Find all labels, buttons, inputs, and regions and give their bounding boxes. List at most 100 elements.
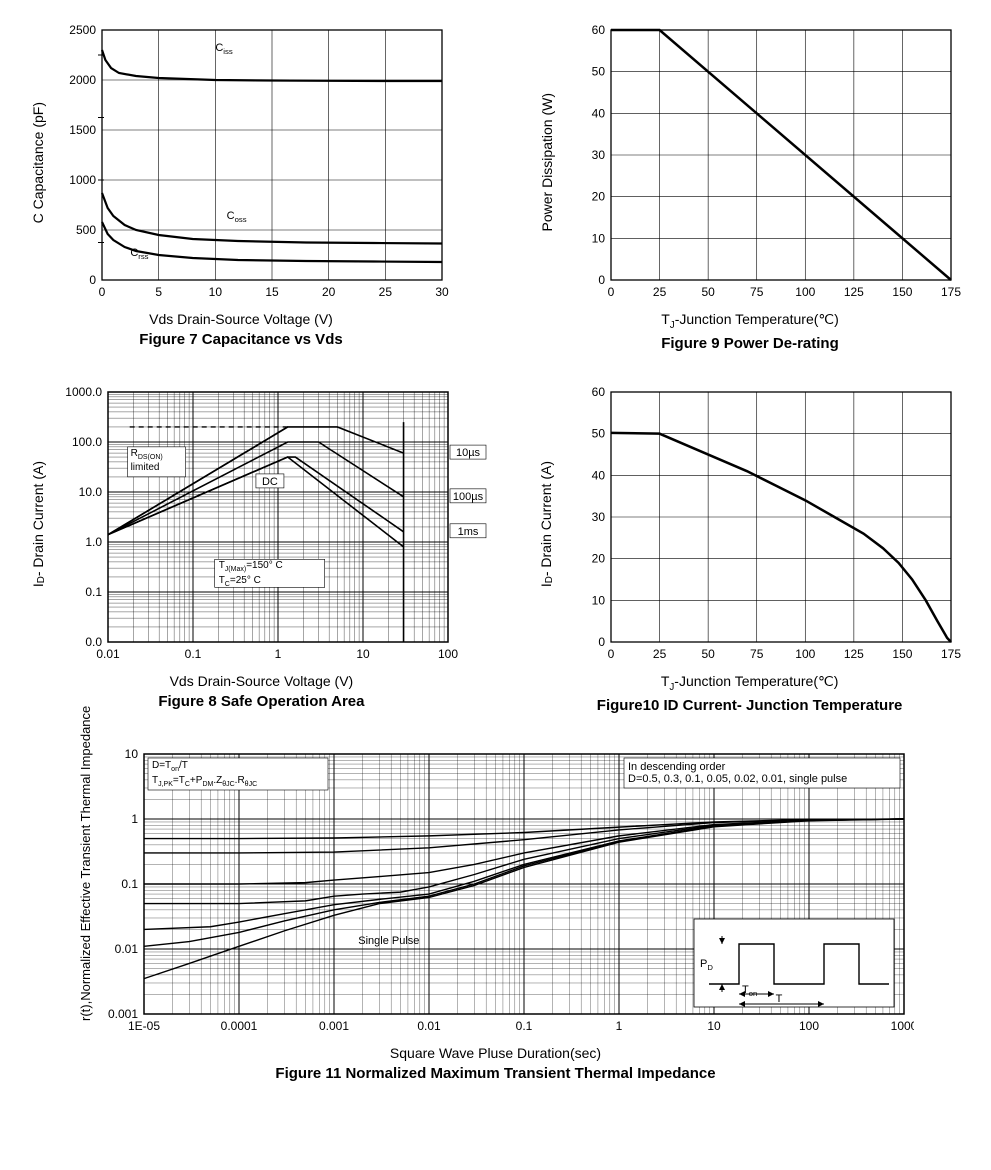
svg-text:10: 10 bbox=[209, 285, 223, 299]
svg-text:20: 20 bbox=[592, 190, 606, 204]
fig7-xlabel: Vds Drain-Source Voltage (V) bbox=[149, 311, 333, 327]
svg-text:0.01: 0.01 bbox=[114, 942, 138, 956]
fig9-xlabel: TJ-Junction Temperature(℃) bbox=[661, 311, 839, 331]
svg-text:500: 500 bbox=[76, 223, 96, 237]
fig8-panel: ID- Drain Current (A) 0.010.11101000.00.… bbox=[30, 382, 493, 714]
svg-text:100µs: 100µs bbox=[453, 491, 484, 503]
svg-text:150: 150 bbox=[892, 647, 912, 661]
svg-text:75: 75 bbox=[750, 647, 764, 661]
svg-text:175: 175 bbox=[941, 285, 961, 299]
svg-text:2000: 2000 bbox=[69, 73, 96, 87]
fig8-chart: 0.010.11101000.00.11.010.0100.01000.010µ… bbox=[53, 382, 493, 667]
fig8-ylabel: ID- Drain Current (A) bbox=[30, 461, 47, 587]
svg-text:0.001: 0.001 bbox=[318, 1019, 348, 1033]
fig10-chart: 02550751001251501750102030405060 bbox=[561, 382, 961, 667]
svg-text:2500: 2500 bbox=[69, 23, 96, 37]
fig7-caption: Figure 7 Capacitance vs Vds bbox=[139, 331, 342, 348]
svg-text:30: 30 bbox=[592, 148, 606, 162]
svg-text:1000: 1000 bbox=[69, 173, 96, 187]
svg-text:30: 30 bbox=[435, 285, 449, 299]
svg-text:0: 0 bbox=[608, 285, 615, 299]
fig7-chart: 05101520253005001000150020002500CissCoss… bbox=[52, 20, 452, 305]
svg-text:10: 10 bbox=[356, 647, 370, 661]
fig8-xlabel: Vds Drain-Source Voltage (V) bbox=[170, 673, 354, 689]
svg-text:0.1: 0.1 bbox=[515, 1019, 532, 1033]
svg-text:50: 50 bbox=[701, 285, 715, 299]
svg-text:15: 15 bbox=[265, 285, 279, 299]
svg-text:1ms: 1ms bbox=[457, 526, 478, 538]
svg-text:10: 10 bbox=[592, 231, 606, 245]
svg-text:1: 1 bbox=[274, 647, 281, 661]
svg-text:1500: 1500 bbox=[69, 123, 96, 137]
fig10-panel: ID- Drain Current (A) 025507510012515017… bbox=[538, 382, 961, 714]
svg-text:1: 1 bbox=[615, 1019, 622, 1033]
svg-text:0.1: 0.1 bbox=[121, 877, 138, 891]
svg-text:100: 100 bbox=[795, 285, 815, 299]
fig9-panel: Power Dissipation (W) 025507510012515017… bbox=[539, 20, 961, 352]
datasheet-page: C Capacitance (pF) 051015202530050010001… bbox=[0, 0, 991, 1112]
svg-text:Single Pulse: Single Pulse bbox=[358, 934, 419, 946]
svg-text:60: 60 bbox=[592, 385, 606, 399]
svg-text:0: 0 bbox=[99, 285, 106, 299]
fig9-caption: Figure 9 Power De-rating bbox=[661, 335, 839, 352]
svg-text:125: 125 bbox=[844, 285, 864, 299]
fig10-caption: Figure10 ID Current- Junction Temperatur… bbox=[597, 697, 903, 714]
svg-text:150: 150 bbox=[892, 285, 912, 299]
svg-text:30: 30 bbox=[592, 510, 606, 524]
svg-text:50: 50 bbox=[701, 647, 715, 661]
svg-text:1.0: 1.0 bbox=[85, 535, 102, 549]
svg-text:1000.0: 1000.0 bbox=[65, 385, 102, 399]
svg-text:D=0.5, 0.3, 0.1, 0.05, 0.02, 0: D=0.5, 0.3, 0.1, 0.05, 0.02, 0.01, singl… bbox=[628, 773, 847, 785]
row-3: r(t),Normalized Effective Transient Ther… bbox=[30, 744, 961, 1082]
fig9-chart: 0 25 50 75 100 125 150 175 0 10 20 30 40 50 60 bbox=[561, 20, 961, 305]
svg-text:5: 5 bbox=[155, 285, 162, 299]
svg-text:0.1: 0.1 bbox=[85, 585, 102, 599]
fig11-ylabel: r(t),Normalized Effective Transient Ther… bbox=[78, 761, 93, 1021]
svg-text:1: 1 bbox=[131, 812, 138, 826]
svg-text:0: 0 bbox=[598, 273, 605, 287]
svg-text:10: 10 bbox=[707, 1019, 721, 1033]
fig10-xlabel: TJ-Junction Temperature(℃) bbox=[661, 673, 839, 693]
svg-text:0: 0 bbox=[608, 647, 615, 661]
fig7-panel: C Capacitance (pF) 0 5 10 15 20 25 30 0 500 1000 1… bbox=[30, 20, 452, 352]
svg-text:175: 175 bbox=[941, 647, 961, 661]
fig11-xlabel: Square Wave Pluse Duration(sec) bbox=[390, 1045, 601, 1061]
fig11-caption: Figure 11 Normalized Maximum Transient T… bbox=[275, 1065, 715, 1082]
svg-text:40: 40 bbox=[592, 468, 606, 482]
svg-text:50: 50 bbox=[592, 65, 606, 79]
fig11-chart: 1E-050.00010.0010.010.111010010000.0010.… bbox=[99, 744, 914, 1039]
svg-text:0.1: 0.1 bbox=[184, 647, 201, 661]
svg-text:100: 100 bbox=[795, 647, 815, 661]
svg-text:100: 100 bbox=[438, 647, 458, 661]
svg-text:20: 20 bbox=[592, 551, 606, 565]
svg-text:10: 10 bbox=[592, 593, 606, 607]
svg-text:0: 0 bbox=[89, 273, 96, 287]
svg-text:50: 50 bbox=[592, 426, 606, 440]
svg-text:10µs: 10µs bbox=[456, 447, 481, 459]
fig9-ylabel: Power Dissipation (W) bbox=[539, 93, 555, 231]
svg-text:60: 60 bbox=[592, 23, 606, 37]
fig11-panel: r(t),Normalized Effective Transient Ther… bbox=[78, 744, 914, 1082]
fig10-ylabel: ID- Drain Current (A) bbox=[538, 461, 555, 587]
fig8-caption: Figure 8 Safe Operation Area bbox=[158, 693, 364, 710]
row-1: C Capacitance (pF) 051015202530050010001… bbox=[30, 20, 961, 352]
svg-text:0.001: 0.001 bbox=[107, 1007, 137, 1021]
svg-text:25: 25 bbox=[653, 285, 667, 299]
svg-text:0.0001: 0.0001 bbox=[220, 1019, 257, 1033]
svg-text:25: 25 bbox=[653, 647, 667, 661]
svg-text:0.01: 0.01 bbox=[96, 647, 120, 661]
svg-text:0: 0 bbox=[598, 635, 605, 649]
svg-text:100.0: 100.0 bbox=[72, 435, 102, 449]
svg-text:1E-05: 1E-05 bbox=[127, 1019, 159, 1033]
svg-text:T: T bbox=[775, 993, 782, 1005]
svg-text:0.0: 0.0 bbox=[85, 635, 102, 649]
svg-text:20: 20 bbox=[322, 285, 336, 299]
svg-text:DC: DC bbox=[262, 476, 278, 488]
svg-text:40: 40 bbox=[592, 106, 606, 120]
svg-text:10.0: 10.0 bbox=[78, 485, 102, 499]
svg-text:25: 25 bbox=[379, 285, 393, 299]
svg-text:In descending order: In descending order bbox=[628, 761, 726, 773]
svg-text:75: 75 bbox=[750, 285, 764, 299]
fig7-ylabel: C Capacitance (pF) bbox=[30, 102, 46, 223]
svg-text:0.01: 0.01 bbox=[417, 1019, 441, 1033]
